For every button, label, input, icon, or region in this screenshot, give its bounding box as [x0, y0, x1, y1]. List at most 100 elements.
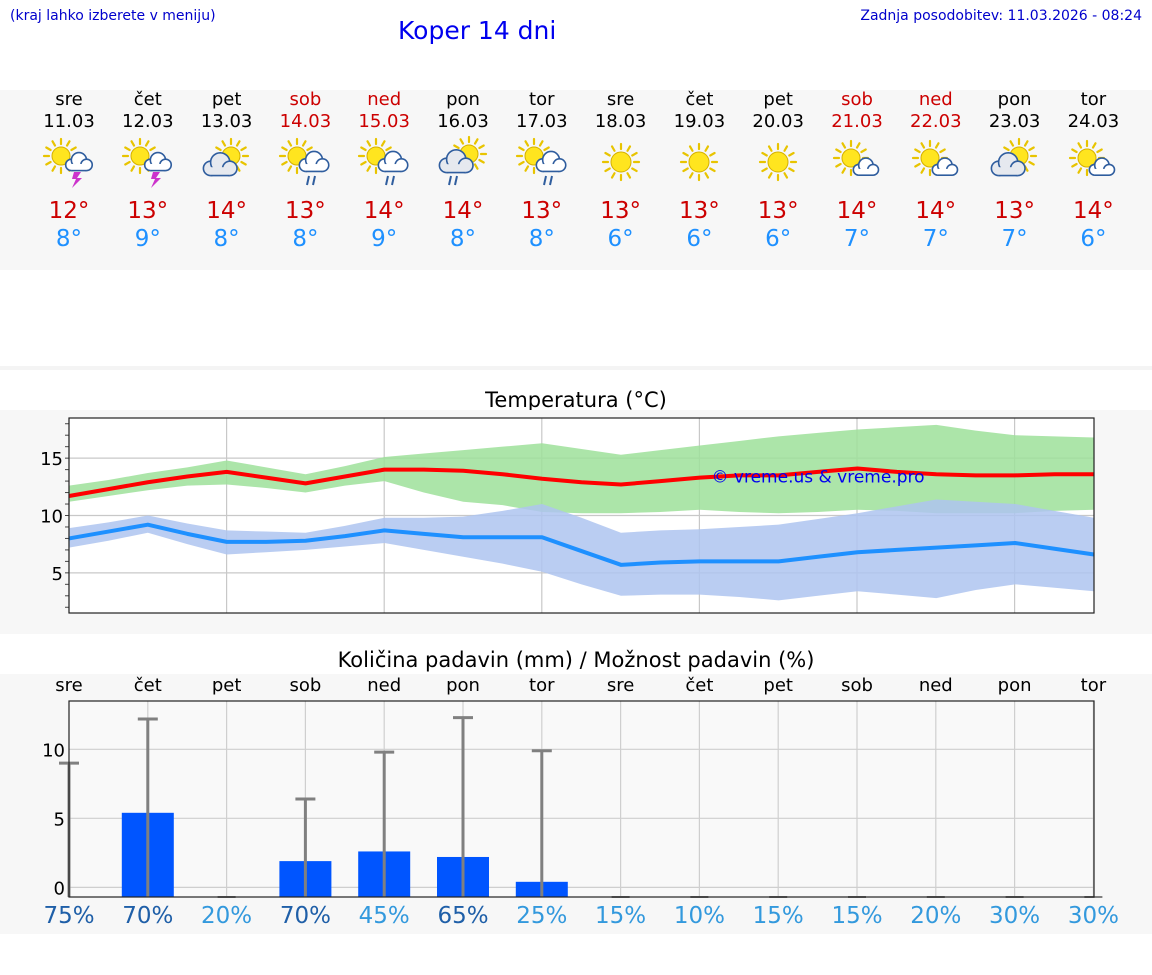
sun-small-cloud-icon: [829, 136, 885, 188]
forecast-day-name: ned: [918, 89, 953, 110]
precip-chance-label: 10%: [673, 903, 725, 929]
forecast-tmax: 14°: [1073, 198, 1114, 224]
precip-chance-label: 75%: [43, 903, 95, 929]
precip-chance-label: 30%: [1067, 903, 1119, 929]
forecast-day-name: čet: [133, 89, 162, 110]
forecast-day-name: pet: [763, 89, 793, 110]
precip-day-label: ned: [918, 675, 953, 696]
forecast-strip: [0, 90, 1152, 270]
precip-day-label: pon: [997, 675, 1032, 696]
forecast-tmin: 6°: [607, 226, 634, 252]
plot-frame: [68, 700, 1095, 898]
forecast-day-name: pet: [211, 89, 242, 110]
forecast-tmin: 6°: [686, 226, 713, 252]
precip-day-label: pet: [211, 675, 242, 696]
forecast-day-date: 15.03: [358, 111, 410, 132]
forecast-tmax: 13°: [679, 198, 720, 224]
forecast-tmin: 6°: [765, 226, 792, 252]
precip-chance-label: 30%: [989, 903, 1041, 929]
forecast-tmax: 14°: [363, 198, 405, 224]
precip-day-label: čet: [133, 675, 162, 696]
precip-chance-label: 15%: [752, 903, 804, 929]
forecast-day-date: 20.03: [752, 111, 804, 132]
sun-icon: [593, 136, 649, 188]
forecast-tmin: 7°: [1001, 226, 1028, 252]
y-tick-label: 15: [40, 449, 63, 470]
forecast-day-date: 24.03: [1067, 111, 1120, 132]
sun-cloud-thunder-icon: [41, 136, 97, 188]
forecast-day-date: 14.03: [279, 111, 332, 132]
precip-day-label: pet: [763, 675, 793, 696]
forecast-tmax: 14°: [836, 198, 878, 224]
y-tick-label: 5: [54, 809, 65, 830]
forecast-tmax: 13°: [127, 198, 169, 224]
precip-chance-label: 70%: [279, 903, 331, 929]
forecast-tmin: 8°: [528, 226, 555, 252]
precip-chance-label: 15%: [831, 903, 883, 929]
forecast-day-date: 17.03: [516, 111, 568, 132]
precipitation-chart-title: Količina padavin (mm) / Možnost padavin …: [337, 648, 815, 672]
precip-day-label: sre: [606, 675, 635, 696]
precip-chance-label: 25%: [516, 903, 568, 929]
plot-frame: [68, 417, 1095, 614]
page-title: Koper 14 dni: [398, 16, 557, 45]
forecast-day-name: sob: [841, 89, 873, 110]
precip-day-label: tor: [529, 675, 555, 696]
forecast-tmax: 13°: [757, 198, 799, 224]
forecast-tmin: 7°: [922, 226, 949, 252]
y-tick-label: 10: [42, 740, 65, 761]
forecast-day-date: 12.03: [122, 111, 174, 132]
precip-day-label: sob: [841, 675, 873, 696]
forecast-day-date: 13.03: [200, 111, 253, 132]
forecast-tmin: 8°: [449, 226, 477, 252]
precip-chance-label: 70%: [122, 903, 174, 929]
plot-area: [69, 701, 1094, 897]
forecast-day-name: pon: [446, 89, 480, 110]
sun-cloud-thunder-icon: [120, 136, 176, 188]
partly-cloudy-icon: [987, 136, 1043, 188]
cloud-rain-icon: [435, 135, 491, 188]
forecast-tmin: 8°: [292, 226, 319, 252]
precip-day-label: čet: [685, 675, 714, 696]
forecast-tmin: 6°: [1080, 226, 1107, 252]
forecast-day-date: 11.03: [43, 111, 95, 132]
forecast-tmax: 13°: [285, 198, 326, 224]
forecast-day-name: tor: [529, 89, 555, 110]
last-update: Zadnja posodobitev: 11.03.2026 - 08:24: [860, 8, 1142, 24]
precip-chance-label: 20%: [910, 903, 962, 929]
forecast-day-name: sob: [289, 89, 322, 110]
tmin-line: [68, 522, 1095, 567]
sun-small-cloud-icon: [908, 136, 964, 188]
forecast-tmin: 8°: [213, 226, 240, 252]
divider: [0, 366, 1152, 370]
sun-cloud-rain-icon: [356, 136, 412, 188]
precip-chance-label: 20%: [201, 903, 253, 929]
y-tick-label: 10: [40, 507, 63, 528]
forecast-tmax: 14°: [442, 198, 484, 224]
forecast-day-date: 22.03: [910, 111, 962, 132]
forecast-tmax: 12°: [48, 198, 90, 224]
forecast-day-name: čet: [685, 89, 714, 110]
precip-day-label: sob: [289, 675, 322, 696]
precip-day-label: tor: [1080, 675, 1107, 696]
forecast-day-name: ned: [367, 89, 402, 110]
sun-cloud-rain-icon: [277, 136, 333, 188]
partly-cloudy-icon: [199, 136, 255, 188]
location-hint: (kraj lahko izberete v meniju): [10, 8, 216, 24]
forecast-day-date: 16.03: [437, 111, 489, 132]
precip-day-label: sre: [55, 675, 83, 696]
forecast-tmin: 9°: [134, 226, 161, 252]
precip-chance-label: 15%: [595, 903, 647, 929]
temperature-chart-title: Temperatura (°C): [485, 388, 667, 412]
forecast-day-date: 19.03: [673, 111, 726, 132]
forecast-tmin: 7°: [843, 226, 871, 252]
sun-cloud-rain-icon: [514, 136, 570, 188]
forecast-tmax: 13°: [600, 198, 641, 224]
forecast-tmin: 9°: [371, 226, 398, 252]
precip-chance-label: 45%: [358, 903, 410, 929]
sun-small-cloud-icon: [1065, 136, 1121, 188]
precip-chance-label: 65%: [437, 903, 489, 929]
forecast-tmax: 14°: [915, 198, 957, 224]
